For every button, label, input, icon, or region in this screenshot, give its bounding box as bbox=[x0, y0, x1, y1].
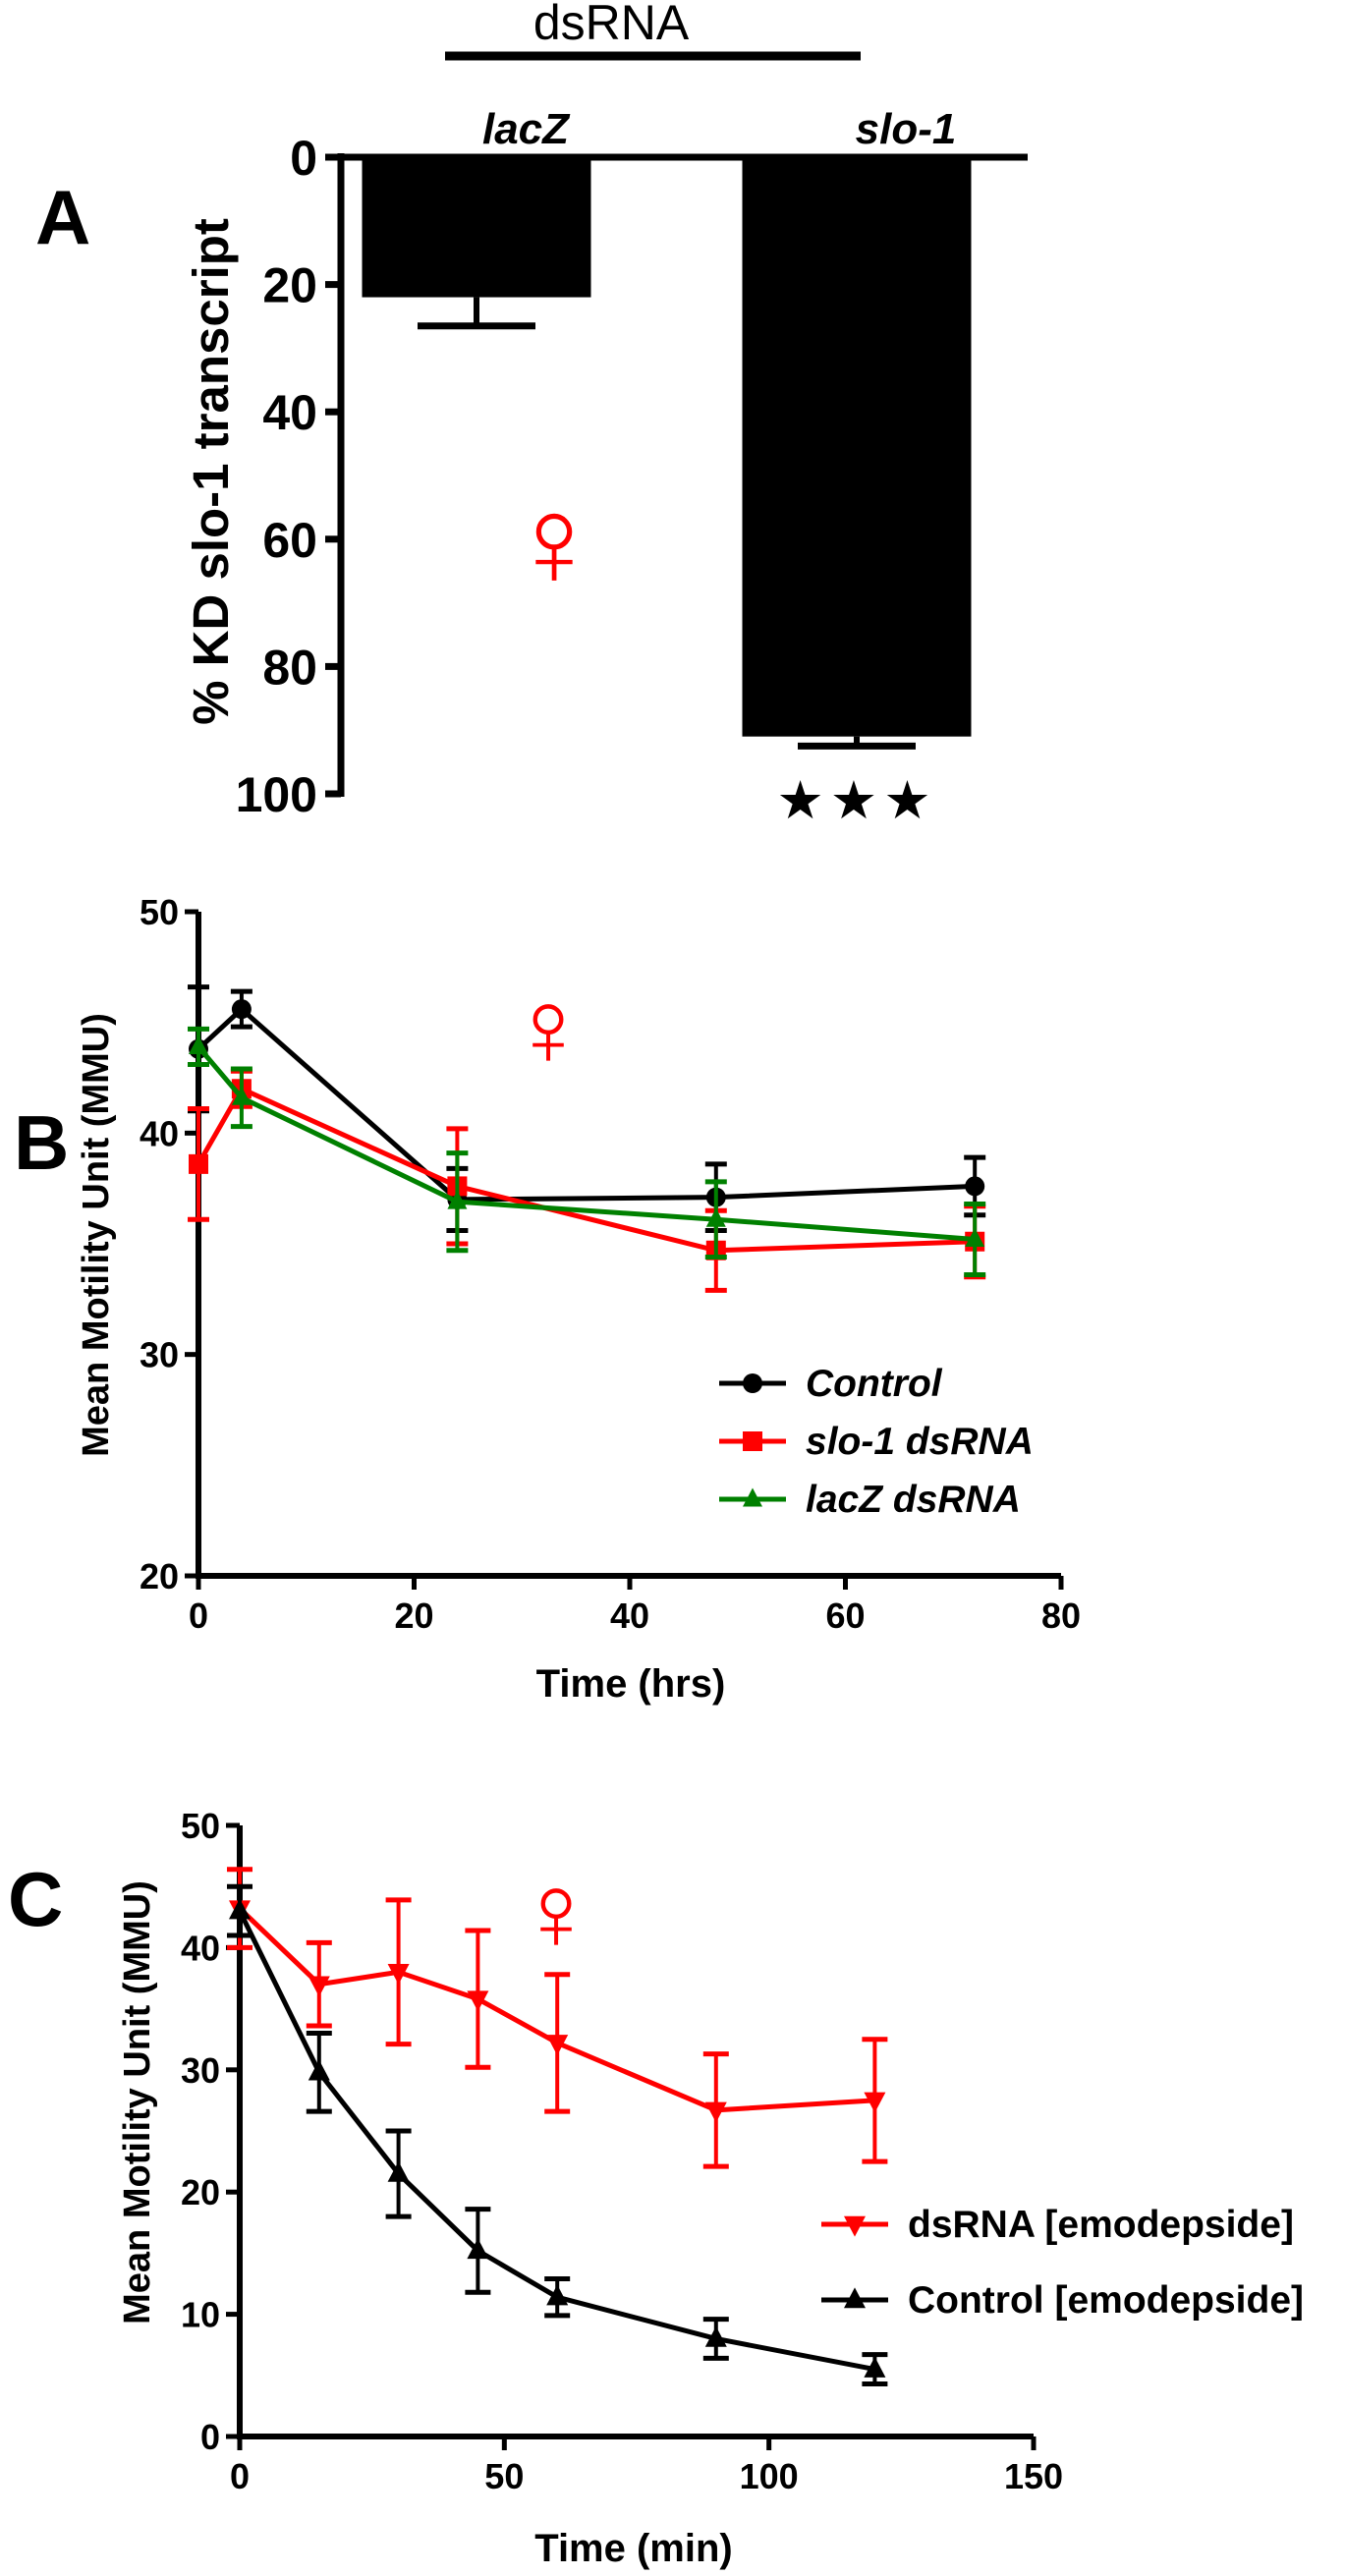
legend-label: Control bbox=[806, 1363, 943, 1405]
legend-entry: slo-1 dsRNA bbox=[719, 1421, 1034, 1463]
y-tick-label: 20 bbox=[140, 1556, 179, 1596]
data-point bbox=[308, 2059, 330, 2081]
data-point bbox=[704, 2101, 727, 2123]
data-point bbox=[189, 1153, 208, 1174]
panel-b-legend: Control slo-1 dsRNA lacZ dsRNA bbox=[719, 1363, 1034, 1521]
category-label: slo-1 bbox=[856, 105, 957, 153]
data-point bbox=[189, 1035, 208, 1054]
series-dsrna-emodepside- bbox=[227, 1867, 888, 2169]
panel-c-x-axis-label: Time (min) bbox=[534, 2527, 733, 2570]
data-point bbox=[231, 999, 252, 1020]
data-point bbox=[447, 1190, 468, 1209]
data-point bbox=[864, 2092, 886, 2113]
panel-b-y-axis-label: Mean Motility Unit (MMU) bbox=[76, 1013, 117, 1457]
legend-marker bbox=[743, 1373, 762, 1393]
data-point bbox=[705, 1207, 726, 1227]
legend-entry: lacZ dsRNA bbox=[719, 1479, 1021, 1521]
x-tick-label: 100 bbox=[740, 2456, 799, 2496]
series-line bbox=[196, 1086, 976, 1254]
legend-marker bbox=[844, 2287, 866, 2309]
data-point bbox=[546, 2284, 569, 2306]
panel-c-y-axis-label: Mean Motility Unit (MMU) bbox=[117, 1880, 158, 2324]
y-tick-label: 30 bbox=[140, 1335, 179, 1375]
y-tick-label: 20 bbox=[181, 2172, 220, 2212]
legend-entry: Control bbox=[719, 1363, 943, 1405]
legend-label: slo-1 dsRNA bbox=[806, 1421, 1034, 1463]
x-tick-label: 0 bbox=[230, 2456, 250, 2496]
bar-lacZ bbox=[362, 157, 591, 298]
y-tick-label: 40 bbox=[181, 1928, 220, 1968]
data-point bbox=[864, 2356, 886, 2378]
legend-entry: dsRNA [emodepside] bbox=[821, 2204, 1294, 2246]
y-tick-label: 40 bbox=[262, 385, 317, 440]
panel-c-legend: dsRNA [emodepside] Control [emodepside] bbox=[821, 2204, 1304, 2322]
panel-b-series bbox=[188, 984, 986, 1293]
series-slo-1-dsrna bbox=[188, 1068, 986, 1293]
x-tick-label: 40 bbox=[610, 1596, 649, 1636]
x-tick-label: 20 bbox=[394, 1596, 433, 1636]
female-symbol-icon: ♀ bbox=[506, 470, 602, 613]
panel-a-y-ticks: 0 20 40 60 80 100 bbox=[236, 131, 341, 822]
data-point bbox=[387, 2160, 410, 2182]
female-symbol-icon: ♀ bbox=[508, 968, 589, 1089]
data-point bbox=[308, 1976, 330, 1997]
legend-entry: Control [emodepside] bbox=[821, 2279, 1304, 2322]
data-point bbox=[231, 1086, 252, 1105]
panel-a-category-labels: lacZ slo-1 bbox=[482, 105, 956, 153]
data-point bbox=[467, 2238, 489, 2260]
panel-a-y-axis-label: % KD slo-1 transcript bbox=[183, 218, 239, 725]
legend-label: lacZ dsRNA bbox=[806, 1479, 1021, 1521]
data-point bbox=[467, 1990, 489, 2012]
x-tick-label: 60 bbox=[825, 1596, 865, 1636]
legend-marker bbox=[844, 2215, 866, 2237]
data-point bbox=[704, 2325, 727, 2347]
panel-c-series bbox=[227, 1867, 888, 2387]
legend-marker bbox=[743, 1431, 762, 1451]
panel-a-letter: A bbox=[35, 174, 90, 260]
data-point bbox=[965, 1176, 985, 1197]
panel-b-line-chart: B Mean Motility Unit (MMU) ♀ Time (hrs) … bbox=[14, 892, 1081, 1706]
panel-b-x-axis-label: Time (hrs) bbox=[536, 1662, 726, 1706]
y-tick-label: 20 bbox=[262, 258, 317, 313]
legend-label: Control [emodepside] bbox=[908, 2279, 1304, 2322]
bar-slo-1 bbox=[742, 157, 972, 737]
y-tick-label: 100 bbox=[236, 767, 317, 822]
panel-a-bars bbox=[362, 157, 972, 750]
panel-c-letter: C bbox=[8, 1856, 63, 1942]
data-point bbox=[387, 1964, 410, 1985]
y-tick-label: 0 bbox=[290, 131, 317, 186]
significance-stars: ★★★ bbox=[776, 771, 936, 830]
group-label-dsrna: dsRNA bbox=[533, 0, 690, 50]
panel-c-axes: 0 10 20 30 40 50 0 50 100 150 bbox=[181, 1806, 1063, 2496]
legend-marker bbox=[743, 1487, 762, 1507]
panel-a-bar-chart: A dsRNA % KD slo-1 transcript ♀ ★★★ 0 20 4… bbox=[35, 0, 1028, 830]
y-tick-label: 80 bbox=[262, 640, 317, 695]
x-tick-label: 0 bbox=[189, 1596, 208, 1636]
data-point bbox=[229, 1898, 251, 1920]
y-tick-label: 40 bbox=[140, 1113, 179, 1153]
legend-label: dsRNA [emodepside] bbox=[908, 2204, 1294, 2246]
y-tick-label: 30 bbox=[181, 2050, 220, 2091]
data-point bbox=[965, 1227, 985, 1247]
female-symbol-icon: ♀ bbox=[516, 1852, 597, 1973]
y-tick-label: 50 bbox=[140, 892, 179, 932]
x-tick-label: 80 bbox=[1041, 1596, 1081, 1636]
y-tick-label: 50 bbox=[181, 1806, 220, 1846]
data-point bbox=[546, 2035, 569, 2056]
y-tick-label: 10 bbox=[181, 2295, 220, 2335]
panel-b-letter: B bbox=[14, 1099, 69, 1186]
y-tick-label: 0 bbox=[200, 2417, 220, 2457]
series-control-emodepside- bbox=[227, 1883, 888, 2387]
category-label: lacZ bbox=[482, 105, 571, 153]
x-tick-label: 50 bbox=[484, 2456, 524, 2496]
panel-c-line-chart: C Mean Motility Unit (MMU) ♀ Time (min) … bbox=[8, 1806, 1304, 2570]
x-tick-label: 150 bbox=[1004, 2456, 1063, 2496]
series-lacz-dsrna bbox=[188, 1026, 986, 1278]
y-tick-label: 60 bbox=[262, 513, 317, 568]
